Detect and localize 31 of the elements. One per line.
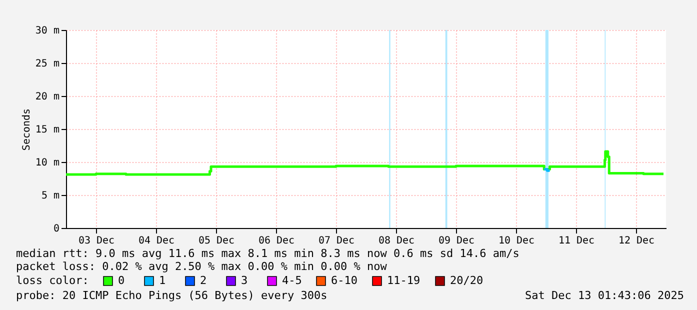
y-tick-label: 20 m — [35, 92, 60, 102]
text: probe: 20 ICMP Echo Pings (56 Bytes) every 300s — [16, 289, 328, 302]
y-axis-title: Seconds — [21, 108, 32, 151]
y-tick-label: 15 m — [35, 124, 60, 136]
x-tick-label: 11 Dec — [558, 236, 595, 246]
x-tick-label: 07 Dec — [318, 236, 355, 246]
legend-label: 2 — [200, 274, 207, 287]
x-tick-label: 03 Dec — [78, 236, 115, 246]
y-tick-label: 0 — [53, 224, 60, 234]
x-tick-label: 09 Dec — [438, 236, 475, 246]
legend-label: 3 — [241, 274, 248, 287]
y-tick-label: 10 m — [35, 158, 60, 168]
legend-label: 4-5 — [282, 274, 302, 287]
x-tick-label: 12 Dec — [618, 236, 655, 246]
y-tick-label: 30 m — [35, 26, 60, 36]
x-tick-label: 06 Dec — [258, 236, 295, 246]
legend-label: 11-19 — [387, 274, 420, 287]
text: Sat Dec 13 01:43:06 2025 — [525, 289, 684, 302]
x-tick-label: 04 Dec — [138, 236, 175, 246]
legend-label: 0 — [118, 274, 125, 287]
legend-label: 20/20 — [450, 274, 484, 287]
legend-label: 6-10 — [331, 274, 358, 287]
text: packet loss: 0.02 % avg 2.50 % max 0.00 % min 0.00 % now — [16, 260, 388, 273]
y-tick-label: 5 m — [41, 190, 60, 202]
legend-title: loss color: — [16, 274, 89, 287]
text: median rtt: 9.0 ms avg 11.6 ms max 8.1 ms min 8.3 ms now 0.6 ms sd 14.6 am/s — [16, 247, 520, 260]
legend-label: 1 — [159, 274, 166, 287]
y-tick-label: 25 m — [35, 58, 60, 70]
x-tick-label: 08 Dec — [378, 236, 415, 246]
x-tick-label: 10 Dec — [498, 236, 535, 246]
x-tick-label: 05 Dec — [198, 236, 235, 246]
